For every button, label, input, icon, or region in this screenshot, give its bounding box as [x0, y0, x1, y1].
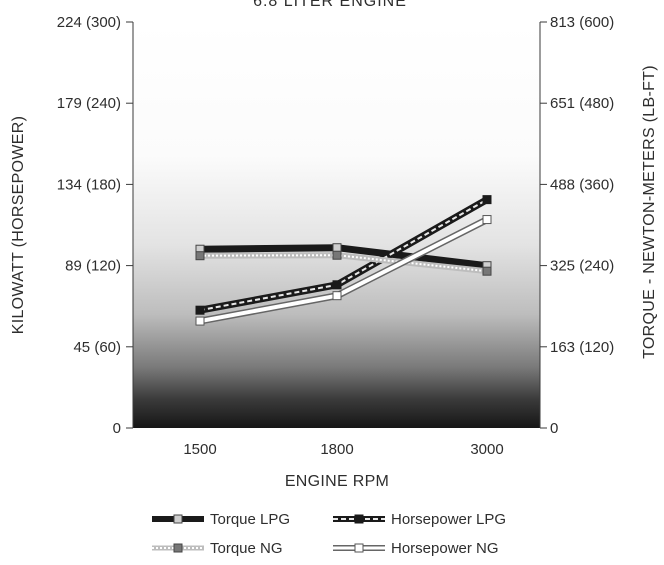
x-axis-ticks: 1500 1800 3000: [183, 441, 503, 458]
legend-label: Horsepower LPG: [391, 511, 506, 528]
data-point: [332, 243, 342, 253]
legend-label: Torque NG: [210, 540, 283, 557]
legend-marker: [173, 543, 183, 553]
y-axis-left-title: KILOWATT (HORSEPOWER): [10, 116, 27, 334]
legend-marker: [173, 514, 183, 524]
data-point: [482, 195, 492, 205]
x-axis-title: ENGINE RPM: [285, 473, 389, 490]
data-point: [195, 316, 205, 326]
legend-marker: [354, 543, 364, 553]
legend-item-horsepower-ng: Horsepower NG: [333, 540, 499, 557]
x-tick-label: 1500: [183, 441, 216, 458]
legend-item-horsepower-lpg: Horsepower LPG: [333, 511, 506, 528]
left-tick-label: 224 (300): [57, 14, 121, 31]
legend-marker: [354, 514, 364, 524]
data-point: [482, 266, 492, 276]
x-tick-label: 3000: [470, 441, 503, 458]
legend: Torque LPG Horsepower LPG Torque NG Horsepo…: [152, 511, 506, 557]
right-y-axis-ticks: 0 163 (120) 325 (240) 488 (360) 651 (480) 813…: [540, 14, 614, 437]
left-y-axis-ticks: 0 45 (60) 89 (120) 134 (180) 179 (240) 224 (3…: [57, 14, 133, 437]
right-tick-label: 651 (480): [550, 95, 614, 112]
left-tick-label: 89 (120): [65, 258, 121, 275]
left-tick-label: 0: [113, 420, 121, 437]
left-tick-label: 45 (60): [73, 339, 121, 356]
data-point: [482, 215, 492, 225]
left-tick-label: 179 (240): [57, 95, 121, 112]
data-point: [195, 251, 205, 261]
legend-label: Horsepower NG: [391, 540, 499, 557]
left-tick-label: 134 (180): [57, 176, 121, 193]
right-tick-label: 163 (120): [550, 339, 614, 356]
legend-label: Torque LPG: [210, 511, 290, 528]
right-tick-label: 488 (360): [550, 176, 614, 193]
x-tick-label: 1800: [320, 441, 353, 458]
data-point: [332, 250, 342, 260]
data-point: [332, 291, 342, 301]
series-layer: [195, 195, 492, 326]
right-tick-label: 325 (240): [550, 258, 614, 275]
series-horsepower-lpg: [195, 195, 492, 315]
data-point: [195, 305, 205, 315]
right-tick-label: 813 (600): [550, 14, 614, 31]
series-torque-ng: [195, 250, 492, 276]
legend-item-torque-ng: Torque NG: [152, 540, 283, 557]
y-axis-right-title: TORQUE - NEWTON-METERS (LB-FT): [641, 65, 658, 359]
data-point: [332, 280, 342, 290]
legend-item-torque-lpg: Torque LPG: [152, 511, 290, 528]
chart-title: 6.8 LITER ENGINE: [253, 0, 407, 10]
series-horsepower-ng: [195, 215, 492, 326]
right-tick-label: 0: [550, 420, 558, 437]
